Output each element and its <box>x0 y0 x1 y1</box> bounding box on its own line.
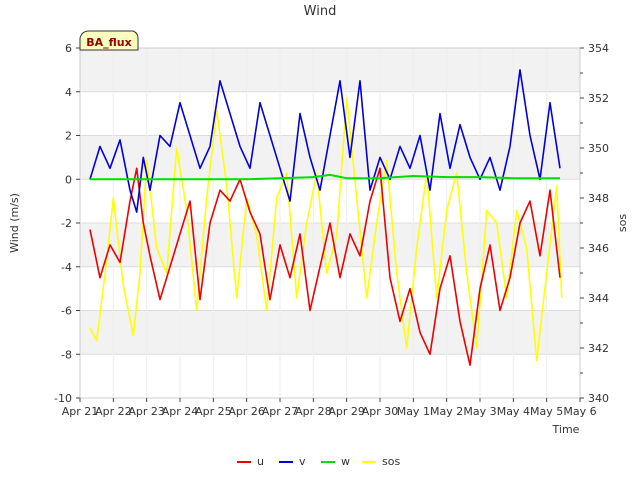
left-tick-label: -4 <box>61 261 72 274</box>
legend-label-u: u <box>257 455 264 468</box>
y-axis-label-left: Wind (m/s) <box>8 193 21 253</box>
x-tick-label: Apr 21 <box>62 405 99 418</box>
right-tick-label: 354 <box>588 42 609 55</box>
band <box>80 310 580 355</box>
left-tick-label: 2 <box>65 130 72 143</box>
chart-title: Wind <box>304 4 337 19</box>
x-tick-label: May 3 <box>463 405 496 418</box>
y-axis-label-right: sos <box>616 214 629 232</box>
legend-label-w: w <box>341 455 350 468</box>
left-tick-label: 6 <box>65 42 72 55</box>
axes: -10 -8 -6 -4 -2 0 2 4 6 340 342 344 346 348 350 352 354 A… <box>54 42 609 418</box>
legend-label-v: v <box>299 455 306 468</box>
right-tick-label: 346 <box>588 242 609 255</box>
left-tick-label: -10 <box>54 392 72 405</box>
series-u-line <box>89 167 561 367</box>
x-tick-label: Apr 22 <box>95 405 132 418</box>
series-w-line <box>90 173 560 181</box>
right-tick-label: 348 <box>588 192 609 205</box>
band <box>80 135 580 180</box>
x-tick-label: Apr 28 <box>295 405 332 418</box>
left-tick-label: -6 <box>61 305 72 318</box>
x-tick-label: May 6 <box>563 405 596 418</box>
left-tick-label: -8 <box>61 348 72 361</box>
right-tick-label: 344 <box>588 292 609 305</box>
right-tick-label: 352 <box>588 92 609 105</box>
x-tick-label: May 1 <box>397 405 430 418</box>
x-tick-label: Apr 30 <box>362 405 399 418</box>
x-tick-label: Apr 24 <box>162 405 199 418</box>
x-tick-label: Apr 26 <box>228 405 265 418</box>
site-label: BA_flux <box>86 36 131 49</box>
legend-label-sos: sos <box>382 455 400 468</box>
right-tick-label: 342 <box>588 342 609 355</box>
x-tick-label: Apr 27 <box>262 405 299 418</box>
x-tick-label: May 5 <box>530 405 563 418</box>
x-tick-label: Apr 25 <box>195 405 232 418</box>
x-tick-label: Apr 29 <box>328 405 365 418</box>
right-tick-label: 340 <box>588 392 609 405</box>
series-sos-line <box>89 97 563 362</box>
series-layer <box>89 69 563 367</box>
left-tick-label: 0 <box>65 173 72 186</box>
left-tick-label: 4 <box>65 86 72 99</box>
legend: u v w sos <box>237 455 400 468</box>
series-v-line <box>89 69 561 213</box>
x-axis-label: Time <box>552 423 580 436</box>
left-tick-label: -2 <box>61 217 72 230</box>
x-tick-label: May 4 <box>497 405 530 418</box>
site-label-box: BA_flux <box>79 30 139 51</box>
x-tick-label: Apr 23 <box>128 405 165 418</box>
x-tick-label: May 2 <box>430 405 463 418</box>
band <box>80 48 580 92</box>
right-tick-label: 350 <box>588 142 609 155</box>
